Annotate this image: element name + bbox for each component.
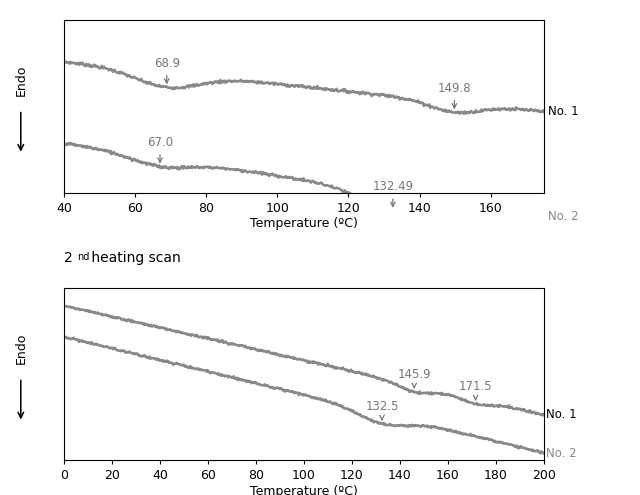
Text: Endo: Endo <box>14 332 28 364</box>
Text: 171.5: 171.5 <box>459 380 492 400</box>
Text: No. 1: No. 1 <box>548 105 578 118</box>
Text: 68.9: 68.9 <box>154 57 180 83</box>
Text: Endo: Endo <box>14 64 28 96</box>
Text: No. 2: No. 2 <box>548 210 578 223</box>
Text: No. 1: No. 1 <box>547 408 577 421</box>
Text: 145.9: 145.9 <box>397 368 431 388</box>
X-axis label: Temperature (ºC): Temperature (ºC) <box>250 217 358 230</box>
Text: heating scan: heating scan <box>87 251 180 265</box>
Text: 132.5: 132.5 <box>365 400 399 420</box>
Text: nd: nd <box>77 251 90 262</box>
Text: No. 2: No. 2 <box>547 446 577 459</box>
Text: 132.49: 132.49 <box>372 180 413 206</box>
X-axis label: Temperature (ºC): Temperature (ºC) <box>250 485 358 495</box>
Text: 67.0: 67.0 <box>147 136 173 162</box>
Text: 2: 2 <box>64 251 73 265</box>
Text: 149.8: 149.8 <box>438 82 471 108</box>
